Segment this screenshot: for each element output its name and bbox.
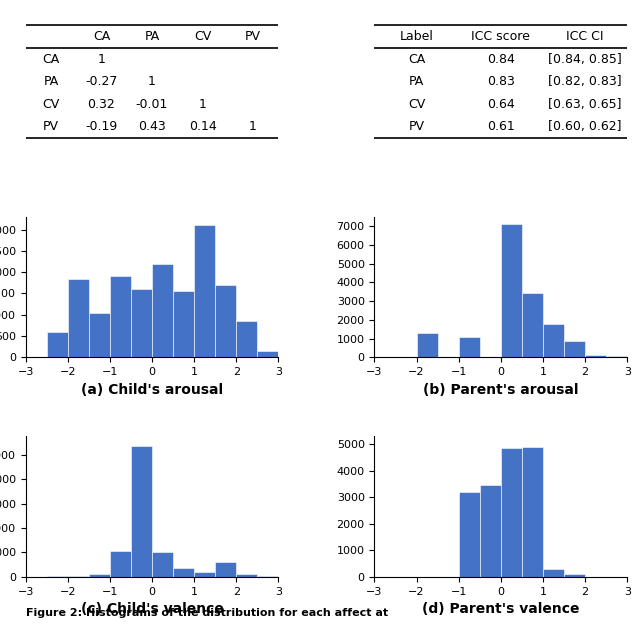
- Bar: [173, 292, 194, 358]
- Bar: [194, 572, 215, 577]
- Bar: [543, 569, 564, 577]
- Bar: [47, 576, 68, 577]
- Bar: [68, 576, 89, 577]
- X-axis label: (a) Child's arousal: (a) Child's arousal: [81, 383, 223, 397]
- Bar: [417, 333, 438, 358]
- Bar: [522, 447, 543, 577]
- Bar: [501, 224, 522, 358]
- Bar: [131, 446, 152, 577]
- X-axis label: (d) Parent's valence: (d) Parent's valence: [422, 602, 580, 616]
- X-axis label: (c) Child's valence: (c) Child's valence: [81, 602, 223, 616]
- Text: Figure 2: Histograms of the distribution for each affect at: Figure 2: Histograms of the distribution…: [26, 608, 388, 618]
- X-axis label: (b) Parent's arousal: (b) Parent's arousal: [423, 383, 579, 397]
- Bar: [501, 448, 522, 577]
- Bar: [564, 574, 585, 577]
- Bar: [257, 576, 278, 577]
- Bar: [522, 293, 543, 358]
- Bar: [215, 562, 236, 577]
- Bar: [194, 225, 215, 358]
- Bar: [236, 321, 257, 358]
- Bar: [89, 574, 110, 577]
- Bar: [236, 574, 257, 577]
- Bar: [459, 492, 480, 577]
- Bar: [543, 324, 564, 358]
- Bar: [152, 552, 173, 577]
- Bar: [110, 276, 131, 358]
- Bar: [585, 354, 606, 358]
- Bar: [47, 332, 68, 358]
- Bar: [68, 278, 89, 358]
- Bar: [215, 285, 236, 358]
- Bar: [89, 313, 110, 358]
- Bar: [152, 264, 173, 358]
- Bar: [606, 356, 627, 358]
- Bar: [459, 337, 480, 358]
- Bar: [480, 486, 501, 577]
- Bar: [110, 551, 131, 577]
- Bar: [131, 289, 152, 358]
- Bar: [564, 342, 585, 358]
- Bar: [257, 351, 278, 358]
- Bar: [173, 568, 194, 577]
